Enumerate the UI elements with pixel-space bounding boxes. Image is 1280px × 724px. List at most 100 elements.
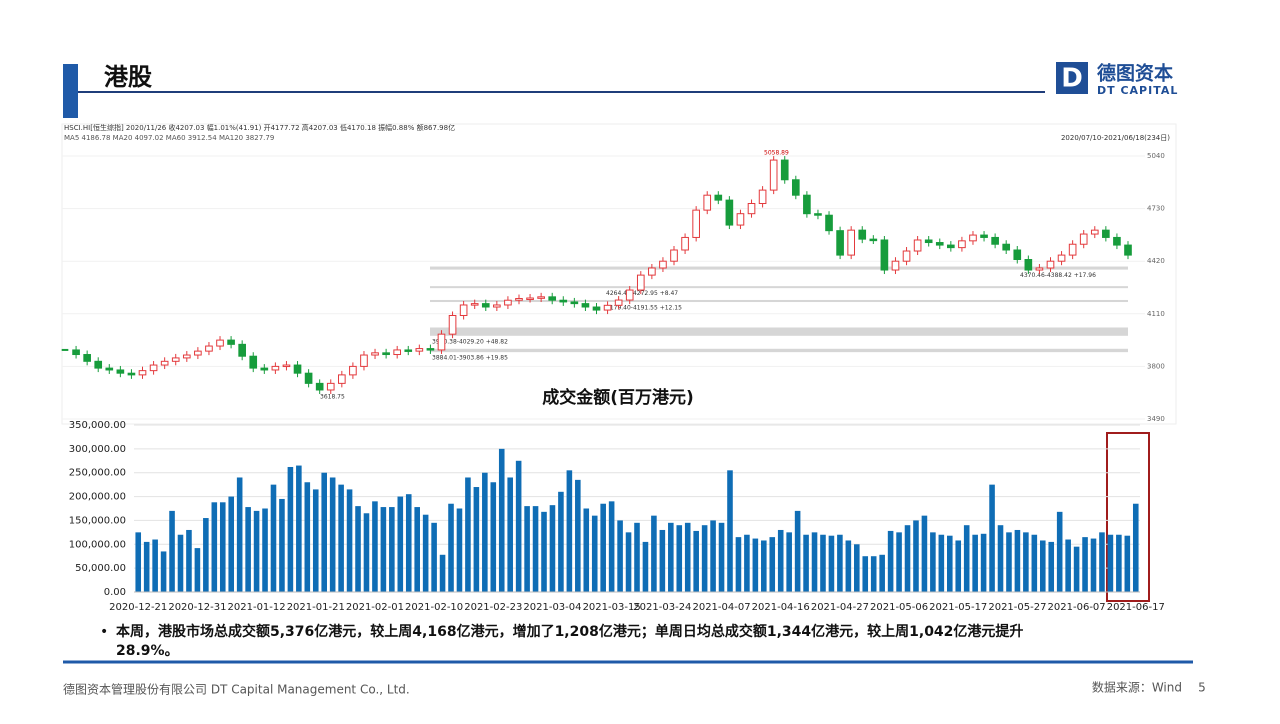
candle <box>625 289 634 301</box>
candle <box>703 194 712 211</box>
bar <box>718 522 725 592</box>
candle <box>924 239 933 244</box>
candle <box>349 365 357 376</box>
x-tick-label: 2021-06-07 <box>1048 602 1106 613</box>
logo-cn: 德图资本 <box>1097 62 1173 85</box>
bar <box>1132 503 1139 592</box>
y-tick-label: 300,000.00 <box>69 444 126 455</box>
bar <box>372 501 378 592</box>
candle <box>260 367 269 371</box>
candle <box>1079 233 1088 245</box>
bar <box>515 460 522 592</box>
bar <box>600 503 606 592</box>
candle <box>791 179 800 196</box>
bar <box>887 530 894 592</box>
y-tick-label: 200,000.00 <box>69 492 126 503</box>
y-tick-label: 5040 <box>1147 152 1165 160</box>
bar <box>498 448 505 592</box>
candle <box>980 234 988 238</box>
candle <box>659 260 667 269</box>
x-tick-label: 2021-03-04 <box>523 602 581 613</box>
bar <box>591 515 598 592</box>
candle <box>537 296 545 299</box>
bar <box>634 522 640 592</box>
bar <box>930 532 936 592</box>
bar <box>194 548 201 592</box>
candle <box>559 299 568 303</box>
bar <box>854 544 860 592</box>
candle <box>1113 236 1121 246</box>
bar <box>490 482 497 592</box>
bar <box>236 477 243 592</box>
x-tick-label: 2021-01-21 <box>287 602 345 613</box>
candle <box>747 203 756 215</box>
candle <box>847 229 855 256</box>
candle <box>227 339 235 345</box>
title-accent <box>63 64 78 118</box>
x-tick-label: 2021-02-01 <box>346 602 404 613</box>
candle <box>338 374 346 384</box>
bar <box>921 515 928 592</box>
candle <box>969 234 977 242</box>
candle <box>315 382 324 391</box>
bar <box>431 522 437 592</box>
candle <box>105 367 114 371</box>
candle <box>282 364 291 368</box>
bar <box>296 465 302 592</box>
bar <box>465 477 471 592</box>
x-tick-label: 2021-06-17 <box>1107 602 1165 613</box>
bar <box>980 533 987 592</box>
bar <box>1014 529 1021 592</box>
kline-panel <box>61 123 1177 425</box>
bar <box>693 530 699 592</box>
y-tick-label: 100,000.00 <box>69 539 126 550</box>
bar-title: 成交金额(百万港元) <box>542 387 694 408</box>
bar <box>1056 511 1063 592</box>
bar <box>321 472 327 592</box>
bar <box>169 510 175 592</box>
candle <box>415 348 424 352</box>
candle <box>149 364 158 372</box>
bar <box>651 515 657 592</box>
bar <box>583 508 590 592</box>
candle <box>249 355 258 369</box>
bar <box>752 538 759 592</box>
candle <box>459 304 468 316</box>
candle <box>138 370 147 376</box>
bar <box>160 551 167 592</box>
gap-band <box>430 299 1128 303</box>
candle <box>780 159 789 181</box>
candle <box>891 260 900 271</box>
bar <box>1039 540 1046 592</box>
gap-label: 4264.48-4272.95 +8.47 <box>606 290 678 297</box>
x-tick-label: 2021-03-15 <box>583 602 641 613</box>
y-tick-label: 50,000.00 <box>75 563 126 574</box>
highlight-box <box>1106 432 1150 602</box>
candle <box>991 236 999 245</box>
candle <box>1013 249 1022 261</box>
bar <box>862 556 869 592</box>
candle <box>592 306 601 311</box>
bar <box>608 501 615 592</box>
bar <box>422 514 429 592</box>
bar <box>913 520 919 592</box>
bar <box>947 535 953 592</box>
bar <box>524 506 530 592</box>
candle <box>404 349 413 352</box>
candle <box>116 369 125 374</box>
bar <box>312 489 319 592</box>
bar <box>177 534 184 592</box>
gap-band <box>430 327 1128 336</box>
kline-range: 2020/07/10-2021/06/18(234日) <box>1061 134 1170 142</box>
bar <box>904 525 911 592</box>
bar <box>329 477 336 592</box>
candle <box>171 357 180 362</box>
bar <box>532 506 539 592</box>
candle <box>1046 260 1055 269</box>
x-tick-label: 2021-03-24 <box>633 602 691 613</box>
page-number: 5 <box>1198 681 1206 695</box>
bar <box>820 534 826 592</box>
bullet-line: 本周，港股市场总成交额5,376亿港元，较上周4,168亿港元，增加了1,208… <box>116 623 1023 640</box>
bar <box>549 505 556 592</box>
bar <box>1124 535 1131 592</box>
